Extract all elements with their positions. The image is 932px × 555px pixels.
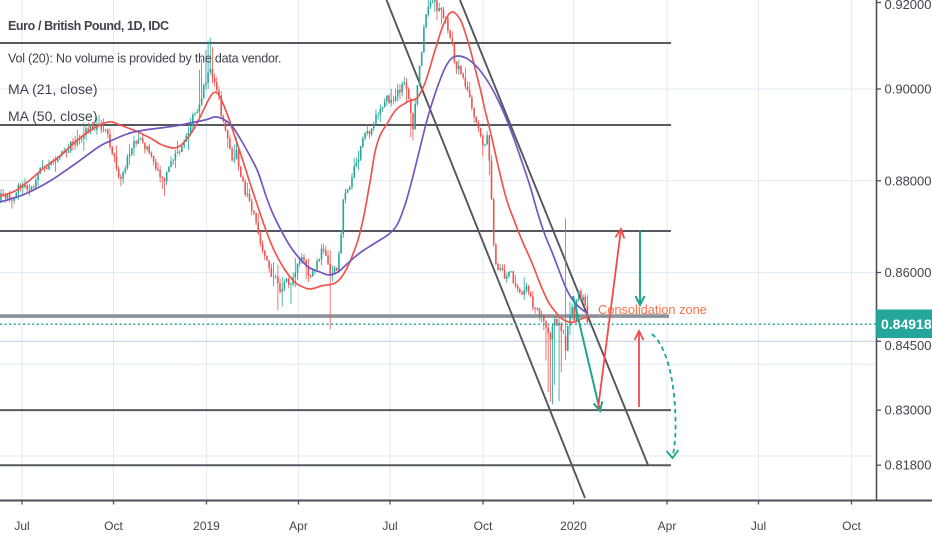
svg-text:0.81800: 0.81800 [885, 458, 932, 473]
svg-text:Jul: Jul [751, 519, 766, 533]
svg-text:0.84918: 0.84918 [881, 316, 932, 332]
svg-text:0.90000: 0.90000 [885, 82, 932, 97]
svg-text:Consolidation zone: Consolidation zone [598, 302, 707, 317]
svg-text:Vol (20): No volume is provide: Vol (20): No volume is provided by the d… [8, 52, 281, 66]
svg-text:Oct: Oct [474, 519, 493, 533]
svg-text:0.92000: 0.92000 [885, 0, 932, 12]
svg-text:Apr: Apr [658, 519, 677, 533]
svg-text:0.88000: 0.88000 [885, 173, 932, 188]
svg-text:Oct: Oct [104, 519, 123, 533]
svg-text:Jul: Jul [14, 519, 29, 533]
svg-text:0.83000: 0.83000 [885, 403, 932, 418]
svg-text:MA (50, close): MA (50, close) [8, 108, 97, 124]
svg-text:2019: 2019 [193, 519, 220, 533]
svg-text:Jul: Jul [382, 519, 397, 533]
svg-text:0.86000: 0.86000 [885, 265, 932, 280]
svg-text:2020: 2020 [560, 519, 587, 533]
svg-text:MA (21, close): MA (21, close) [8, 81, 97, 97]
svg-text:Apr: Apr [289, 519, 308, 533]
svg-text:Euro / British Pound, 1D, IDC: Euro / British Pound, 1D, IDC [8, 19, 169, 33]
svg-text:Oct: Oct [842, 519, 861, 533]
svg-text:0.84500: 0.84500 [885, 338, 932, 353]
